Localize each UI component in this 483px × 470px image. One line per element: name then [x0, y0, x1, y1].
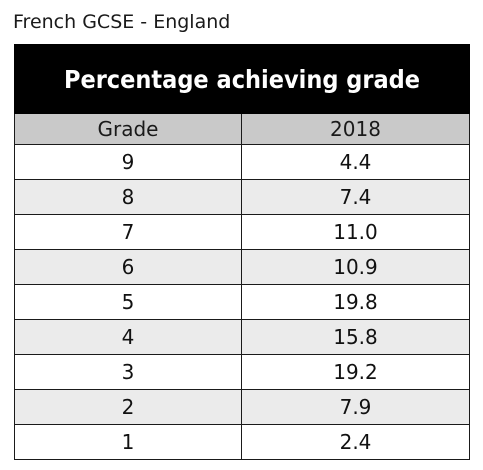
percentage-cell: 19.8	[240, 284, 471, 320]
table-row: 6 10.9	[14, 249, 471, 285]
percentage-cell: 11.0	[240, 214, 471, 250]
percentage-cell: 7.9	[240, 389, 471, 425]
grade-cell: 1	[14, 424, 242, 460]
grade-cell: 2	[14, 389, 242, 425]
percentage-cell: 4.4	[240, 144, 471, 180]
page-title: French GCSE - England	[13, 11, 231, 33]
table-row: 3 19.2	[14, 354, 471, 390]
table-banner-row: Percentage achieving grade	[13, 44, 471, 114]
grade-cell: 8	[14, 179, 242, 215]
percentage-cell: 15.8	[240, 319, 471, 355]
grade-cell: 9	[14, 144, 242, 180]
table-row: 2 7.9	[14, 389, 471, 425]
table-banner: Percentage achieving grade	[13, 44, 471, 114]
grade-cell: 7	[14, 214, 242, 250]
table-row: 1 2.4	[14, 424, 471, 460]
grade-cell: 4	[14, 319, 242, 355]
table-row: 9 4.4	[14, 144, 471, 180]
grade-cell: 5	[14, 284, 242, 320]
table-row: 5 19.8	[14, 284, 471, 320]
column-header-grade: Grade	[14, 113, 242, 145]
percentage-cell: 7.4	[240, 179, 471, 215]
column-header-year: 2018	[240, 113, 471, 145]
percentage-cell: 19.2	[240, 354, 471, 390]
percentage-cell: 10.9	[240, 249, 471, 285]
table-row: 8 7.4	[14, 179, 471, 215]
grade-percentage-table: Percentage achieving grade Grade 2018 9 …	[13, 44, 471, 460]
grade-cell: 3	[14, 354, 242, 390]
table-row: 7 11.0	[14, 214, 471, 250]
column-header-row: Grade 2018	[14, 113, 471, 145]
table-row: 4 15.8	[14, 319, 471, 355]
grade-cell: 6	[14, 249, 242, 285]
percentage-cell: 2.4	[240, 424, 471, 460]
